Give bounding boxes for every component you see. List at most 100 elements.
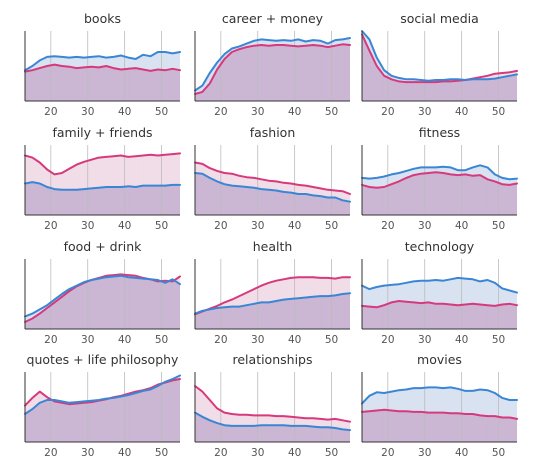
overlap-area — [479, 79, 488, 101]
difference-area — [172, 51, 180, 71]
difference-area — [369, 286, 378, 308]
overlap-area — [246, 186, 255, 215]
overlap-area — [442, 172, 451, 215]
series-line-pink — [361, 300, 518, 309]
panel: family + friends 20 30 40 50 — [24, 125, 181, 232]
overlap-area — [135, 390, 144, 442]
panel-title: fashion — [250, 125, 296, 140]
x-tick-label: 40 — [288, 447, 301, 459]
overlap-area — [342, 292, 350, 329]
overlap-area — [157, 280, 162, 329]
overlap-area — [68, 189, 77, 215]
overlap-area — [205, 309, 211, 329]
difference-area — [246, 414, 255, 427]
overlap-area — [369, 410, 378, 442]
difference-area — [509, 399, 517, 420]
overlap-area — [231, 425, 240, 442]
overlap-area — [479, 304, 488, 329]
overlap-area — [283, 424, 292, 442]
x-tick-label: 50 — [325, 106, 338, 118]
overlap-area — [261, 44, 270, 101]
overlap-area — [275, 424, 284, 442]
panel-title: family + friends — [52, 125, 152, 140]
overlap-area — [342, 43, 350, 101]
overlap-area — [435, 412, 444, 442]
overlap-area — [268, 300, 277, 329]
overlap-area — [195, 172, 203, 215]
x-tick-label: 50 — [492, 220, 505, 232]
difference-area — [261, 415, 270, 426]
difference-area — [298, 276, 307, 299]
overlap-area — [391, 410, 400, 442]
x-tick-label: 20 — [381, 447, 394, 459]
difference-area — [312, 276, 321, 298]
area-fills — [195, 276, 350, 329]
panel: technology 20 30 40 50 — [361, 239, 518, 346]
x-tick-label: 30 — [418, 334, 431, 346]
overlap-area — [172, 378, 180, 442]
overlap-area — [320, 45, 329, 101]
overlap-area — [51, 399, 55, 442]
overlap-area — [113, 396, 122, 442]
overlap-area — [391, 300, 400, 329]
series-line-blue — [194, 411, 351, 432]
overlap-area — [479, 415, 488, 442]
overlap-area — [135, 67, 144, 101]
overlap-area — [405, 81, 414, 101]
difference-area — [391, 283, 400, 303]
overlap-area — [275, 190, 284, 215]
panel: fashion 20 30 40 50 — [194, 125, 351, 232]
difference-area — [405, 387, 414, 413]
overlap-area — [428, 171, 437, 215]
overlap-area — [405, 301, 414, 329]
overlap-area — [238, 46, 247, 101]
overlap-area — [362, 410, 370, 442]
difference-area — [91, 157, 100, 189]
overlap-area — [209, 177, 218, 215]
panel-title: books — [84, 11, 121, 26]
overlap-area — [150, 185, 159, 215]
panel-title: relationships — [233, 352, 313, 367]
difference-area — [231, 413, 240, 427]
overlap-area — [76, 67, 85, 101]
overlap-area — [442, 412, 451, 442]
overlap-area — [398, 300, 407, 329]
difference-area — [428, 387, 437, 413]
difference-area — [76, 56, 85, 69]
difference-area — [442, 278, 451, 305]
difference-area — [413, 280, 422, 304]
panel-title: quotes + life philosophy — [27, 352, 180, 367]
overlap-area — [275, 44, 284, 101]
overlap-area — [362, 305, 370, 329]
overlap-area — [413, 81, 422, 101]
x-tick-label: 30 — [251, 106, 264, 118]
difference-area — [105, 155, 114, 188]
overlap-area — [202, 309, 207, 329]
series-line-pink — [24, 152, 181, 176]
overlap-area — [298, 193, 307, 215]
overlap-area — [413, 173, 422, 215]
panel: relationships 20 30 40 50 — [194, 352, 351, 459]
overlap-area — [164, 380, 173, 442]
overlap-area — [472, 413, 481, 442]
overlap-area — [105, 65, 114, 101]
overlap-area — [413, 302, 422, 329]
x-tick-label: 30 — [418, 220, 431, 232]
x-tick-label: 30 — [418, 106, 431, 118]
overlap-area — [305, 425, 314, 442]
x-tick-label: 40 — [118, 447, 131, 459]
panel-title: movies — [417, 352, 462, 367]
overlap-area — [61, 189, 70, 215]
x-tick-label: 30 — [81, 106, 94, 118]
overlap-area — [268, 44, 277, 101]
overlap-area — [231, 306, 240, 329]
panel: health 20 30 40 50 — [194, 239, 351, 346]
overlap-area — [25, 181, 33, 215]
x-tick-label: 20 — [44, 447, 57, 459]
overlap-area — [68, 403, 77, 442]
difference-area — [275, 415, 284, 426]
overlap-area — [246, 425, 255, 442]
panel: quotes + life philosophy 20 30 40 50 — [24, 352, 181, 459]
difference-area — [472, 278, 481, 305]
